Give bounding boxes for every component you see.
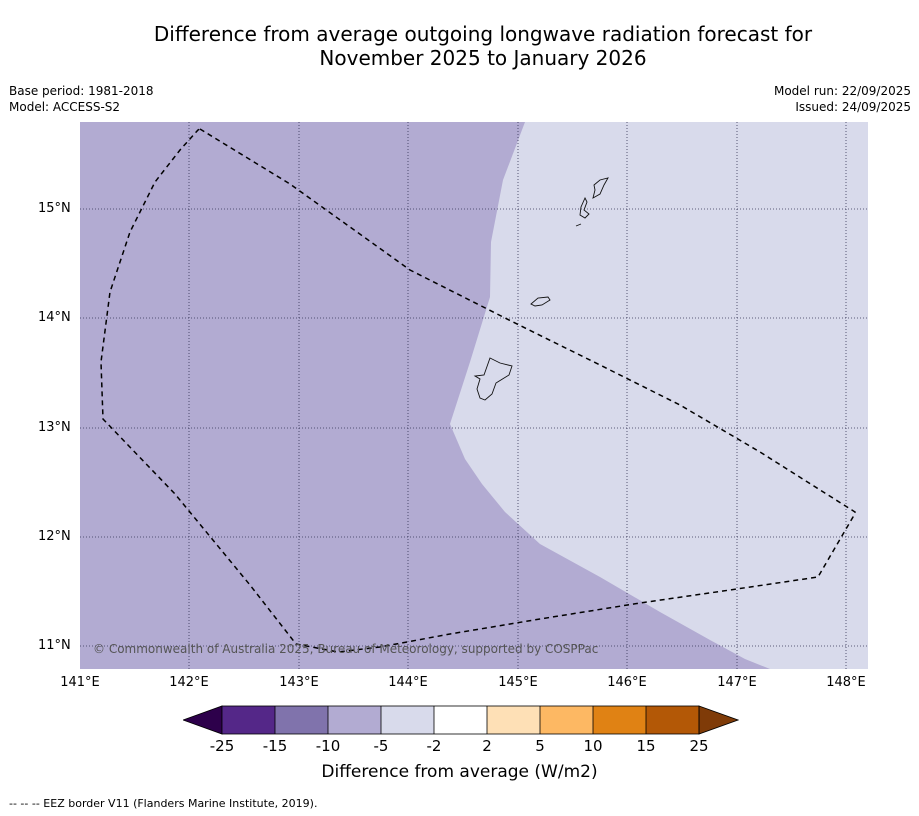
- colorbar-tick: -25: [209, 737, 235, 755]
- colorbar: [183, 705, 739, 735]
- island-aguijan: [575, 223, 582, 227]
- colorbar-tick: 25: [689, 737, 709, 755]
- colorbar-tick: -5: [373, 737, 389, 755]
- lon-label-145: 145°E: [498, 675, 538, 690]
- lat-label-11: 11°N: [38, 638, 71, 653]
- colorbar-bin: [646, 706, 699, 734]
- colorbar-label: Difference from average (W/m2): [321, 762, 598, 782]
- colorbar-bin: [593, 706, 646, 734]
- colorbar-bin: [275, 706, 328, 734]
- island-rota: [530, 296, 551, 307]
- meta-right: Model run: 22/09/2025 Issued: 24/09/2025: [774, 83, 911, 115]
- issued-date: Issued: 24/09/2025: [795, 100, 911, 114]
- model-name: Model: ACCESS-S2: [9, 100, 121, 114]
- colorbar-bin: [328, 706, 381, 734]
- colorbar-tick: 2: [482, 737, 492, 755]
- title-line-2: November 2025 to January 2026: [319, 46, 647, 70]
- lon-label-148: 148°E: [826, 675, 866, 690]
- colorbar-tick: -2: [426, 737, 442, 755]
- eez-border: [100, 128, 856, 653]
- colorbar-bin: [434, 706, 487, 734]
- copyright-notice: © Commonwealth of Australia 2025, Bureau…: [93, 642, 599, 656]
- island-saipan: [592, 177, 609, 199]
- title-line-1: Difference from average outgoing longwav…: [153, 22, 813, 46]
- model-run: Model run: 22/09/2025: [773, 84, 911, 98]
- colorbar-bin: [222, 706, 275, 734]
- lon-label-144: 144°E: [388, 675, 428, 690]
- map-title: Difference from average outgoing longwav…: [80, 22, 886, 70]
- colorbar-extend-low: [183, 705, 223, 735]
- colorbar-bin: [487, 706, 540, 734]
- map-canvas: [80, 122, 868, 669]
- colorbar-tick: -10: [315, 737, 341, 755]
- lon-label-147: 147°E: [717, 675, 757, 690]
- lat-label-14: 14°N: [38, 310, 71, 325]
- colorbar-tick: 10: [583, 737, 603, 755]
- lat-label-15: 15°N: [38, 201, 71, 216]
- map-panel: © Commonwealth of Australia 2025, Bureau…: [80, 122, 868, 669]
- colorbar-outline: [221, 705, 700, 735]
- lon-label-146: 146°E: [607, 675, 647, 690]
- lat-label-12: 12°N: [38, 529, 71, 544]
- island-tinian: [579, 196, 590, 219]
- lat-label-13: 13°N: [38, 420, 71, 435]
- anomaly-region-dark: [80, 122, 770, 669]
- colorbar-bin: [540, 706, 593, 734]
- island-guam: [473, 357, 513, 401]
- colorbar-bin: [381, 706, 434, 734]
- eez-legend-footer: -- -- -- EEZ border V11 (Flanders Marine…: [9, 797, 318, 810]
- islands: [473, 177, 609, 401]
- lon-label-142: 142°E: [169, 675, 209, 690]
- base-period: Base period: 1981-2018: [9, 84, 154, 98]
- colorbar-tick: -15: [262, 737, 288, 755]
- colorbar-tick: 5: [535, 737, 545, 755]
- lon-label-141: 141°E: [60, 675, 100, 690]
- meta-left: Base period: 1981-2018 Model: ACCESS-S2: [9, 83, 154, 115]
- colorbar-extend-high: [698, 705, 739, 735]
- graticule: [80, 122, 868, 669]
- lon-label-143: 143°E: [279, 675, 319, 690]
- colorbar-tick: 15: [636, 737, 656, 755]
